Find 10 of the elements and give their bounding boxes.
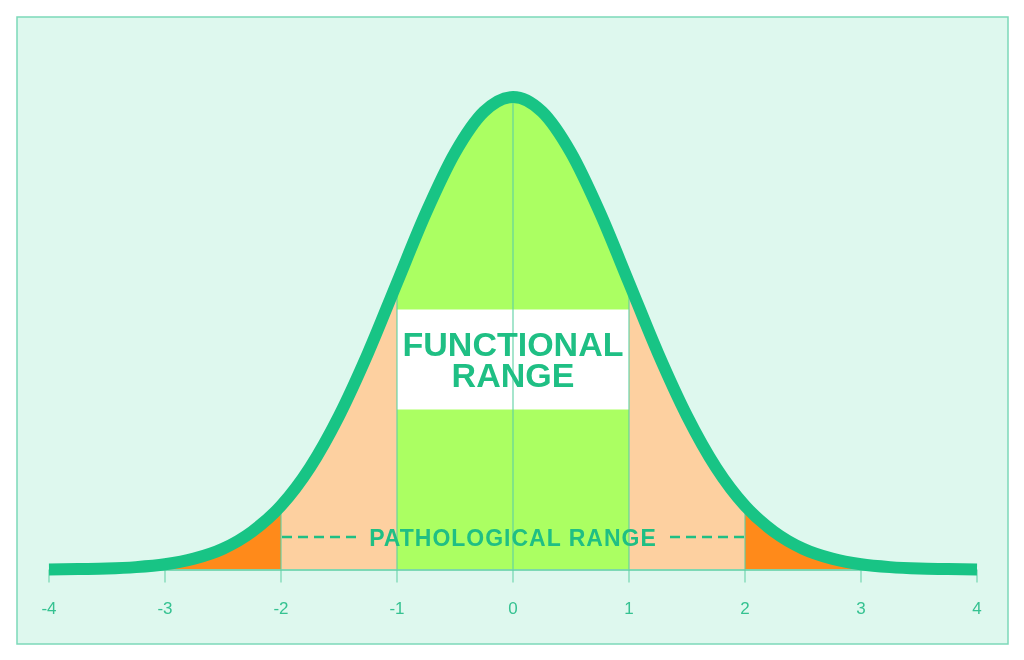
x-tick-label: -3: [157, 598, 173, 618]
x-tick-label: -4: [41, 598, 57, 618]
band-label: FUNCTIONAL RANGE: [402, 325, 624, 394]
x-tick-label: -2: [273, 598, 289, 618]
x-tick-label: 4: [972, 598, 982, 618]
x-tick-label: 2: [740, 598, 750, 618]
x-tick-label: 1: [624, 598, 634, 618]
x-tick-label: 0: [508, 598, 518, 618]
x-tick-label: -1: [389, 598, 405, 618]
x-tick-label: 3: [856, 598, 866, 618]
